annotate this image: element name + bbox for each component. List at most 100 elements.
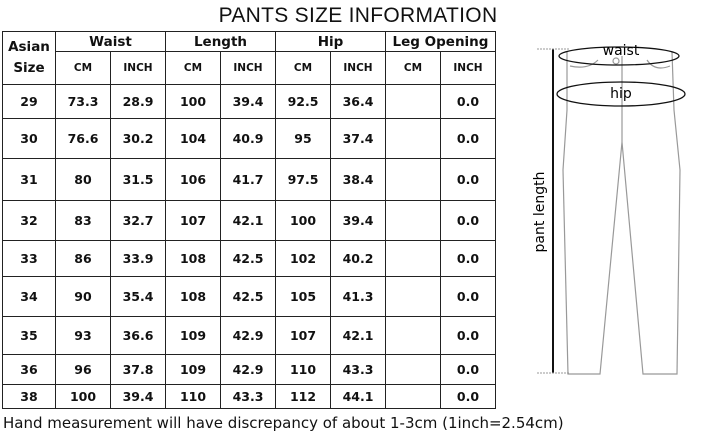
value-cell: 0.0 [440, 240, 496, 277]
table-row: 38 100 39.4 110 43.3 112 44.1 0.0 [2, 384, 496, 409]
value-cell: 76.6 [55, 118, 111, 159]
header-unit: INCH [220, 51, 276, 85]
value-cell: 110 [275, 354, 331, 385]
size-cell: 30 [2, 118, 56, 159]
header-unit: INCH [440, 51, 496, 85]
value-cell: 39.4 [220, 84, 276, 119]
value-cell: 0.0 [440, 200, 496, 241]
value-cell: 112 [275, 384, 331, 409]
value-cell: 90 [55, 276, 111, 317]
value-cell: 109 [165, 316, 221, 355]
value-cell: 33.9 [110, 240, 166, 277]
value-cell: 104 [165, 118, 221, 159]
value-cell: 102 [275, 240, 331, 277]
value-cell: 43.3 [220, 384, 276, 409]
value-cell: 109 [165, 354, 221, 385]
value-cell: 0.0 [440, 276, 496, 317]
header-unit: CM [385, 51, 441, 85]
value-cell: 106 [165, 158, 221, 201]
table-row: 36 96 37.8 109 42.9 110 43.3 0.0 [2, 354, 496, 385]
measurement-note: Hand measurement will have discrepancy o… [3, 414, 564, 432]
pants-diagram: waist hip pant length [532, 43, 686, 375]
waist-label: waist [603, 43, 640, 59]
header-asian-size: Asian Size [2, 31, 56, 85]
table-row: 31 80 31.5 106 41.7 97.5 38.4 0.0 [2, 158, 496, 201]
value-cell: 100 [55, 384, 111, 409]
size-cell: 34 [2, 276, 56, 317]
value-cell: 40.2 [330, 240, 386, 277]
value-cell: 73.3 [55, 84, 111, 119]
value-cell: 0.0 [440, 384, 496, 409]
value-cell: 40.9 [220, 118, 276, 159]
size-cell: 29 [2, 84, 56, 119]
value-cell: 107 [165, 200, 221, 241]
value-cell: 95 [275, 118, 331, 159]
value-cell: 42.1 [330, 316, 386, 355]
value-cell: 42.5 [220, 276, 276, 317]
value-cell: 42.9 [220, 316, 276, 355]
header-unit: CM [55, 51, 111, 85]
value-cell [385, 384, 441, 409]
size-cell: 33 [2, 240, 56, 277]
value-cell: 93 [55, 316, 111, 355]
value-cell: 108 [165, 240, 221, 277]
header-leg-opening: Leg Opening [385, 31, 496, 52]
value-cell: 35.4 [110, 276, 166, 317]
value-cell: 28.9 [110, 84, 166, 119]
value-cell: 42.1 [220, 200, 276, 241]
header-hip: Hip [275, 31, 386, 52]
value-cell: 83 [55, 200, 111, 241]
hip-label: hip [610, 86, 632, 102]
value-cell [385, 316, 441, 355]
value-cell: 107 [275, 316, 331, 355]
value-cell: 30.2 [110, 118, 166, 159]
value-cell: 31.5 [110, 158, 166, 201]
waist-ellipse [558, 46, 680, 66]
table-row: 30 76.6 30.2 104 40.9 95 37.4 0.0 [2, 118, 496, 159]
value-cell: 92.5 [275, 84, 331, 119]
value-cell: 36.4 [330, 84, 386, 119]
size-cell: 38 [2, 384, 56, 409]
size-cell: 32 [2, 200, 56, 241]
size-cell: 36 [2, 354, 56, 385]
header-length: Length [165, 31, 276, 52]
value-cell: 86 [55, 240, 111, 277]
table-row: 32 83 32.7 107 42.1 100 39.4 0.0 [2, 200, 496, 241]
page-title: PANTS SIZE INFORMATION [218, 4, 498, 27]
table-row: 29 73.3 28.9 100 39.4 92.5 36.4 0.0 [2, 84, 496, 119]
table-row: 34 90 35.4 108 42.5 105 41.3 0.0 [2, 276, 496, 317]
value-cell: 80 [55, 158, 111, 201]
value-cell: 0.0 [440, 158, 496, 201]
value-cell: 32.7 [110, 200, 166, 241]
size-table: Asian Size Waist Length Hip Leg Opening … [2, 31, 496, 409]
value-cell: 108 [165, 276, 221, 317]
hip-ellipse [556, 81, 686, 107]
value-cell: 105 [275, 276, 331, 317]
header-unit: CM [275, 51, 331, 85]
value-cell: 100 [165, 84, 221, 119]
header-waist: Waist [55, 31, 166, 52]
value-cell: 42.9 [220, 354, 276, 385]
value-cell: 37.8 [110, 354, 166, 385]
value-cell: 39.4 [330, 200, 386, 241]
value-cell: 41.3 [330, 276, 386, 317]
value-cell: 0.0 [440, 118, 496, 159]
value-cell: 44.1 [330, 384, 386, 409]
header-unit: INCH [330, 51, 386, 85]
size-cell: 35 [2, 316, 56, 355]
value-cell: 43.3 [330, 354, 386, 385]
value-cell: 97.5 [275, 158, 331, 201]
size-cell: 31 [2, 158, 56, 201]
value-cell [385, 84, 441, 119]
value-cell: 38.4 [330, 158, 386, 201]
value-cell [385, 354, 441, 385]
value-cell: 0.0 [440, 316, 496, 355]
value-cell: 110 [165, 384, 221, 409]
value-cell: 37.4 [330, 118, 386, 159]
value-cell: 0.0 [440, 354, 496, 385]
value-cell: 0.0 [440, 84, 496, 119]
value-cell [385, 240, 441, 277]
header-unit: CM [165, 51, 221, 85]
value-cell: 39.4 [110, 384, 166, 409]
value-cell [385, 200, 441, 241]
